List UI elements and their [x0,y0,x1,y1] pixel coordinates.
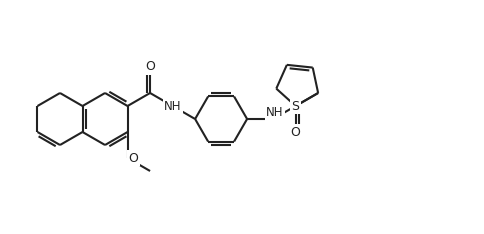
Text: O: O [290,125,300,139]
Text: O: O [145,61,155,73]
Text: S: S [291,99,299,113]
Text: NH: NH [266,106,283,120]
Text: O: O [128,151,138,165]
Text: NH: NH [164,99,181,113]
